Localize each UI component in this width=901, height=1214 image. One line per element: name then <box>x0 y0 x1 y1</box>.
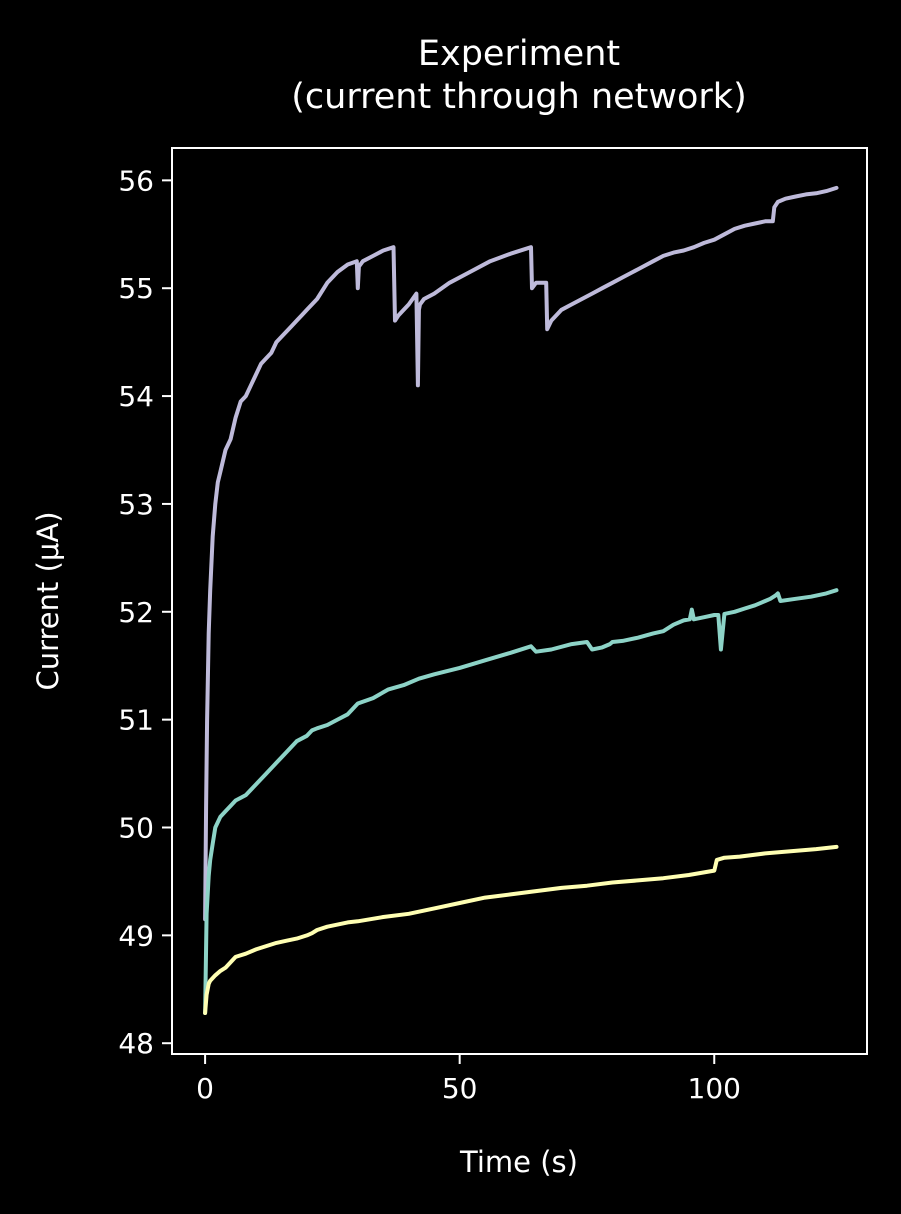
x-axis-ticks: 0 50 100 <box>196 1054 741 1105</box>
y-tick-label: 53 <box>118 488 154 521</box>
x-tick-label: 0 <box>196 1072 214 1105</box>
y-axis-ticks: 48 49 50 51 52 53 54 55 56 <box>118 164 172 1060</box>
plot-frame <box>171 147 868 1055</box>
series-layer <box>203 185 839 1015</box>
y-tick-label: 54 <box>118 380 154 413</box>
y-tick-label: 50 <box>118 812 154 845</box>
x-axis-label: Time (s) <box>459 1145 578 1179</box>
y-tick-label: 51 <box>118 704 154 737</box>
series-line-2 <box>203 588 839 1015</box>
y-tick-label: 49 <box>118 919 154 952</box>
y-axis-label: Current (μA) <box>31 511 65 690</box>
y-tick-label: 52 <box>118 596 154 629</box>
chart-title: Experiment (current through network) <box>291 34 746 117</box>
x-tick-label: 50 <box>442 1072 478 1105</box>
y-tick-label: 56 <box>118 164 154 197</box>
series-line-1 <box>203 185 839 922</box>
x-tick-label: 100 <box>688 1072 741 1105</box>
y-tick-label: 48 <box>118 1027 154 1060</box>
series-line-3 <box>203 844 839 1015</box>
y-tick-label: 55 <box>118 272 154 305</box>
plot-area <box>172 148 867 1054</box>
